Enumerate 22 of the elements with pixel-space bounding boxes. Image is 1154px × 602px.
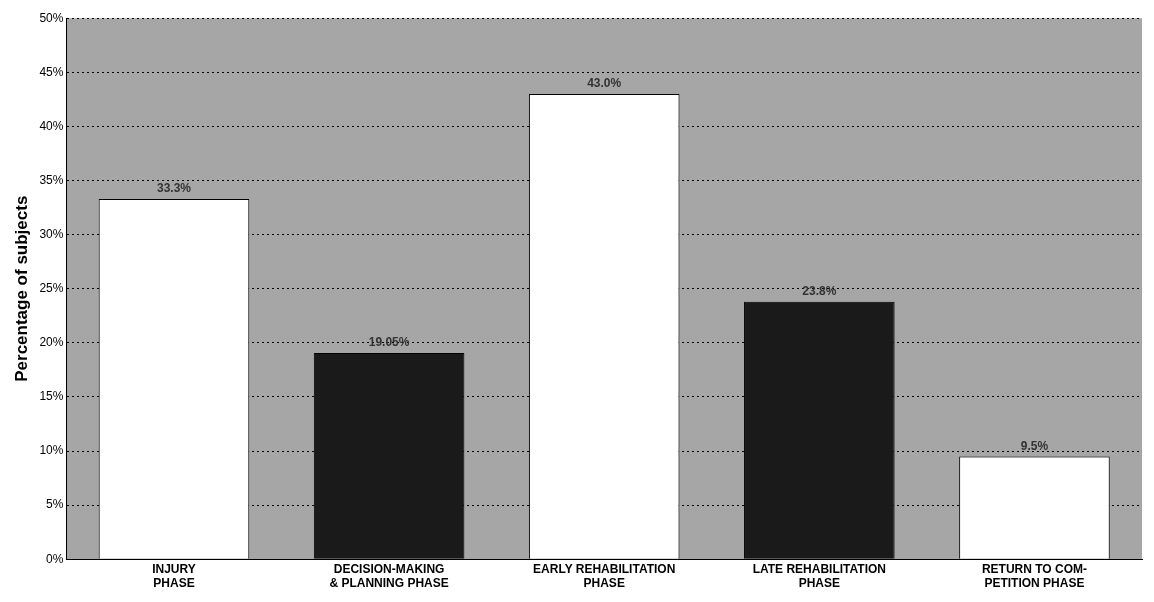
y-tick-label: 20% — [39, 335, 64, 350]
x-tick-label: RETURN TO COM- PETITION PHASE — [981, 561, 1087, 591]
y-tick-label: 5% — [46, 497, 64, 512]
y-tick-label: 10% — [39, 443, 64, 458]
x-tick-label: DECISION-MAKING & PLANNING PHASE — [329, 561, 449, 591]
y-tick-label: 25% — [39, 281, 64, 296]
y-tick-label: 50% — [39, 10, 64, 25]
y-tick-label: 35% — [39, 172, 64, 187]
y-axis-title: Percentage of subjects — [11, 195, 31, 382]
x-tick-label: EARLY REHABILITATION PHASE — [533, 561, 676, 591]
y-tick-label: 45% — [39, 64, 64, 79]
data-label: 19.05% — [368, 335, 410, 350]
x-tick-label: INJURY PHASE — [152, 561, 196, 591]
x-tick-label: LATE REHABILITATION PHASE — [752, 561, 886, 591]
y-tick-label: 40% — [39, 118, 64, 133]
y-tick-label: 0% — [46, 551, 64, 566]
data-label: 9.5% — [1020, 438, 1049, 453]
y-tick-label: 15% — [39, 389, 64, 404]
data-label: 43.0% — [587, 76, 622, 91]
data-label: 33.3% — [156, 181, 192, 196]
data-label: 23.8% — [802, 284, 837, 298]
y-tick-label: 30% — [39, 226, 64, 241]
